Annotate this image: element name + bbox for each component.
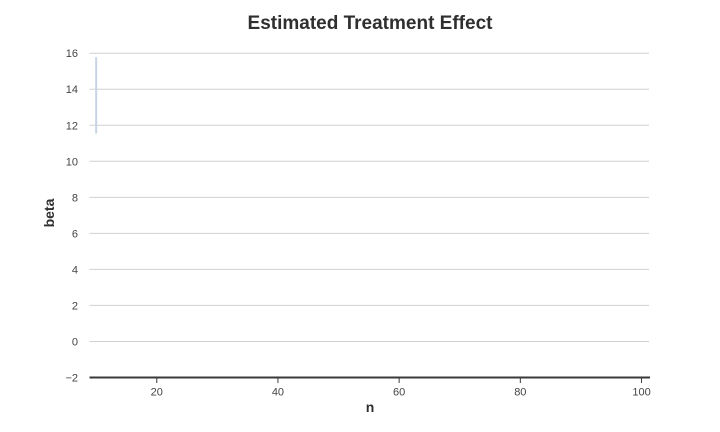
y-tick-label: 14 bbox=[66, 84, 78, 96]
x-tick-label: 20 bbox=[151, 387, 163, 399]
x-axis-title: n bbox=[365, 399, 375, 415]
y-tick-label: 12 bbox=[66, 120, 78, 132]
x-tick-label: 100 bbox=[632, 387, 650, 399]
x-tick-label: 60 bbox=[393, 387, 405, 399]
x-tick-label: 40 bbox=[272, 387, 284, 399]
y-tick-label: 0 bbox=[72, 336, 78, 348]
y-tick-label: 6 bbox=[72, 228, 78, 240]
y-tick-label: 8 bbox=[72, 192, 78, 204]
y-tick-label: 10 bbox=[66, 156, 78, 168]
y-tick-label: −2 bbox=[65, 373, 78, 385]
y-tick-label: 16 bbox=[66, 48, 78, 60]
x-tick-label: 80 bbox=[514, 387, 526, 399]
y-tick-label: 2 bbox=[72, 300, 78, 312]
y-tick-label: 4 bbox=[72, 264, 78, 276]
chart-title: Estimated Treatment Effect bbox=[247, 13, 493, 34]
